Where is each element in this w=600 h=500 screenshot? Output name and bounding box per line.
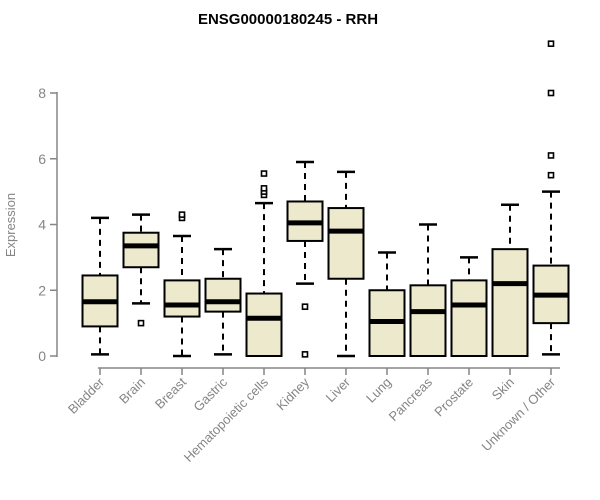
y-tick-label: 6: [38, 151, 46, 167]
outlier-point-brain: [137, 319, 145, 327]
chart-title: ENSG00000180245 - RRH: [198, 11, 378, 28]
box-gastric: [204, 277, 242, 313]
outlier-point-unknown-other: [547, 152, 555, 159]
category-label-kidney: Kidney: [273, 374, 312, 413]
category-label-liver: Liver: [323, 374, 354, 405]
outlier-point-hematopoietic-cells: [260, 185, 268, 192]
category-label-unknown-other: Unknown / Other: [479, 374, 559, 454]
y-tick-label: 0: [38, 348, 46, 364]
y-axis-label: Expression: [3, 193, 18, 257]
category-label-skin: Skin: [489, 375, 517, 403]
box-breast: [163, 279, 201, 318]
box-liver: [327, 207, 365, 280]
y-tick-label: 4: [38, 217, 46, 233]
outlier-point-unknown-other: [547, 171, 555, 179]
category-label-pancreas: Pancreas: [386, 374, 436, 424]
box-pancreas: [409, 284, 447, 358]
category-label-gastric: Gastric: [190, 374, 230, 414]
category-label-prostate: Prostate: [431, 375, 476, 420]
box-prostate: [450, 279, 488, 358]
category-label-lung: Lung: [363, 375, 394, 406]
outlier-point-hematopoietic-cells: [260, 170, 268, 177]
box-brain: [122, 231, 160, 269]
category-label-breast: Breast: [152, 374, 189, 411]
box-hematopoietic-cells: [245, 292, 283, 358]
y-tick-label: 8: [38, 85, 46, 101]
outlier-point-kidney: [301, 303, 309, 310]
y-tick-label: 2: [38, 282, 46, 298]
box-skin: [491, 248, 529, 357]
outlier-point-kidney: [301, 351, 309, 358]
category-label-brain: Brain: [116, 375, 148, 407]
outlier-point-unknown-other: [547, 89, 555, 97]
outlier-point-unknown-other: [547, 40, 555, 47]
category-label-bladder: Bladder: [65, 374, 108, 417]
outlier-point-breast: [178, 211, 186, 218]
